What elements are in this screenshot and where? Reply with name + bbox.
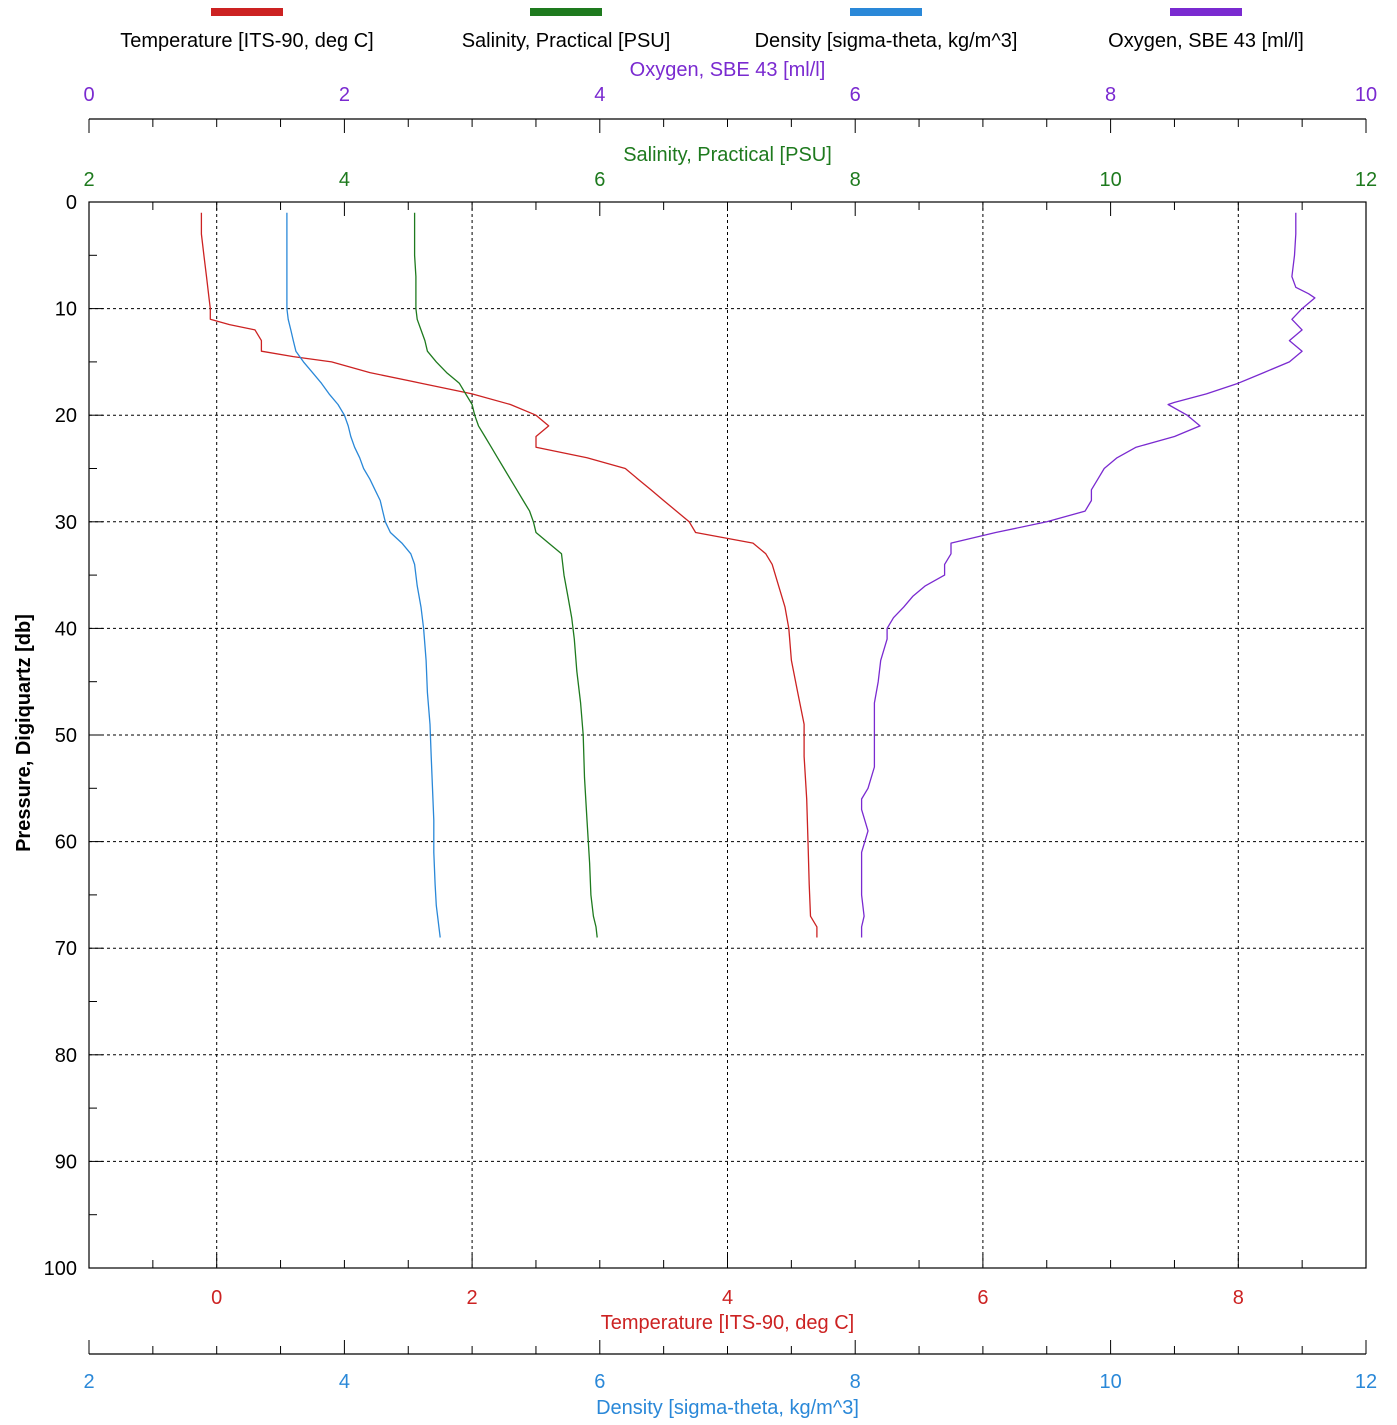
temperature-tick-label: 8 [1233, 1287, 1244, 1309]
oxygen-tick-label: 0 [83, 84, 94, 106]
y-tick-label: 90 [55, 1151, 77, 1173]
oxygen-axis-title: Oxygen, SBE 43 [ml/l] [630, 59, 826, 81]
density-tick-label: 10 [1099, 1371, 1121, 1393]
temperature-series-line [200, 212, 818, 938]
density-tick-label: 2 [83, 1371, 94, 1393]
legend-label: Salinity, Practical [PSU] [462, 30, 671, 52]
gridlines [89, 202, 1366, 1268]
density-tick-label: 8 [850, 1371, 861, 1393]
oxygen-tick-label: 6 [850, 84, 861, 106]
temperature-tick-label: 6 [977, 1287, 988, 1309]
salinity-tick-label: 8 [850, 169, 861, 191]
density-tick-label: 6 [594, 1371, 605, 1393]
y-tick-label: 30 [55, 512, 77, 534]
salinity-tick-label: 2 [83, 169, 94, 191]
salinity-series-line [413, 212, 598, 938]
salinity-tick-label: 10 [1099, 169, 1121, 191]
density-series-line [286, 212, 441, 938]
oxygen-series-line [860, 212, 1316, 938]
legend-swatch [211, 8, 283, 16]
legend-swatch [850, 8, 922, 16]
temperature-tick-label: 4 [722, 1287, 733, 1309]
y-tick-label: 70 [55, 938, 77, 960]
oxygen-tick-label: 2 [339, 84, 350, 106]
y-axis-title: Pressure, Digiquartz [db] [13, 614, 35, 852]
y-tick-label: 0 [66, 192, 77, 214]
legend-swatch [1170, 8, 1242, 16]
y-tick-label: 80 [55, 1045, 77, 1067]
temperature-tick-label: 0 [211, 1287, 222, 1309]
density-tick-label: 12 [1355, 1371, 1377, 1393]
legend-label: Density [sigma-theta, kg/m^3] [755, 30, 1018, 52]
y-tick-label: 50 [55, 725, 77, 747]
temperature-axis-title: Temperature [ITS-90, deg C] [601, 1312, 854, 1334]
data-series [200, 212, 1316, 938]
y-tick-label: 100 [44, 1258, 77, 1280]
y-tick-label: 60 [55, 832, 77, 854]
legend: Temperature [ITS-90, deg C] Salinity, Pra… [120, 8, 1304, 52]
salinity-tick-label: 4 [339, 169, 350, 191]
y-tick-label: 20 [55, 405, 77, 427]
legend-label: Temperature [ITS-90, deg C] [120, 30, 373, 52]
legend-label: Oxygen, SBE 43 [ml/l] [1108, 30, 1304, 52]
salinity-tick-label: 12 [1355, 169, 1377, 191]
oxygen-tick-label: 4 [594, 84, 605, 106]
temperature-tick-label: 2 [467, 1287, 478, 1309]
legend-swatch [530, 8, 602, 16]
salinity-axis-title: Salinity, Practical [PSU] [623, 144, 832, 166]
oxygen-tick-label: 8 [1105, 84, 1116, 106]
oxygen-tick-label: 10 [1355, 84, 1377, 106]
density-axis-title: Density [sigma-theta, kg/m^3] [596, 1397, 859, 1419]
density-tick-label: 4 [339, 1371, 350, 1393]
salinity-tick-label: 6 [594, 169, 605, 191]
y-tick-label: 10 [55, 299, 77, 321]
y-tick-label: 40 [55, 618, 77, 640]
